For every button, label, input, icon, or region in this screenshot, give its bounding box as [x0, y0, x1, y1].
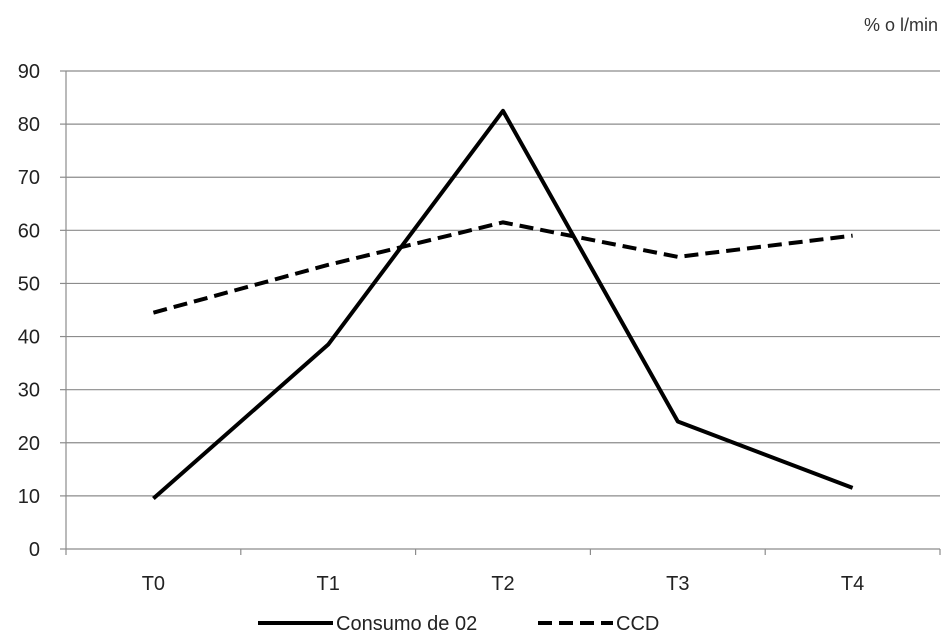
- axes: 0 10 20 30 40 50 60 70 80 90 T0 T1 T2 T3 T4: [18, 61, 941, 595]
- x-tick-label: T2: [491, 573, 514, 595]
- y-tick-label: 90: [18, 61, 40, 83]
- y-tick-label: 10: [18, 486, 40, 508]
- series-line-0: [152, 108, 854, 501]
- y-tick-label: 0: [29, 539, 40, 561]
- gridlines: [66, 70, 940, 497]
- series-lines: [152, 108, 854, 501]
- y-tick-label: 70: [18, 167, 40, 189]
- y-tick-label: 40: [18, 327, 40, 349]
- y-tick-label: 60: [18, 220, 40, 242]
- y-tick-label: 50: [18, 273, 40, 295]
- x-tick-label: T4: [841, 573, 864, 595]
- unit-label: % o l/min: [864, 15, 938, 35]
- y-tick-label: 30: [18, 380, 40, 402]
- y-tick-label: 20: [18, 433, 40, 455]
- series-line-1: [152, 220, 853, 315]
- x-tick-label: T1: [317, 573, 340, 595]
- x-tick-label: T3: [666, 573, 689, 595]
- legend-label-1: CCD: [616, 613, 659, 634]
- legend: Consumo de 02 CCD: [258, 613, 659, 635]
- legend-label-0: Consumo de 02: [336, 613, 477, 634]
- x-tick-label: T0: [142, 573, 165, 595]
- y-tick-label: 80: [18, 114, 40, 136]
